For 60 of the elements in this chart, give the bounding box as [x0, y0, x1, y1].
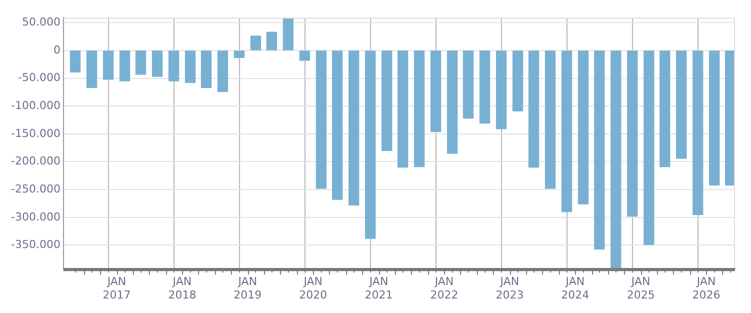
bar	[430, 50, 442, 132]
x-tick-label: JAN 2023	[496, 275, 524, 302]
bar	[709, 50, 720, 186]
x-tick-label: JAN 2018	[168, 275, 196, 302]
bar	[102, 50, 114, 80]
bar	[414, 50, 425, 168]
x-tick-label: JAN 2020	[299, 275, 328, 302]
bar	[627, 50, 638, 217]
x-tick-label: JAN 2022	[430, 275, 458, 302]
bar	[692, 50, 704, 215]
bar	[168, 50, 180, 82]
bar	[152, 50, 163, 77]
bar	[200, 50, 212, 88]
bar	[578, 50, 589, 204]
bar	[135, 50, 146, 75]
y-tick-label: 50.000	[22, 15, 60, 28]
y-tick-label: -250.000	[10, 182, 60, 196]
x-tick-label: JAN 2026	[692, 275, 720, 302]
bar	[217, 50, 228, 92]
bar	[382, 50, 392, 151]
x-tick-label: JAN 2019	[234, 275, 262, 302]
x-tick-label: JAN 2024	[561, 275, 590, 302]
bar	[332, 50, 343, 200]
bar	[512, 50, 524, 112]
bar	[86, 50, 98, 88]
bar	[544, 50, 556, 189]
bar	[528, 50, 540, 168]
bar	[184, 50, 196, 84]
bar	[365, 50, 376, 239]
bar	[234, 50, 245, 58]
x-tick-label: JAN 2017	[102, 275, 131, 302]
bar	[660, 50, 670, 168]
bar	[316, 50, 327, 189]
y-tick-label: -200.000	[10, 154, 60, 168]
y-tick-label: 0	[53, 43, 60, 56]
y-tick-label: -150.000	[10, 126, 60, 140]
bar	[610, 50, 622, 269]
bar	[446, 50, 458, 154]
bar	[725, 50, 735, 186]
bar	[266, 32, 278, 50]
bar	[397, 50, 408, 168]
bar	[348, 50, 360, 206]
y-tick-label: -50.000	[18, 71, 60, 84]
y-tick-label: -100.000	[10, 98, 60, 112]
y-tick-label: -300.000	[10, 210, 60, 224]
bar	[282, 18, 294, 50]
bar	[462, 50, 474, 119]
bar	[119, 50, 130, 82]
bar	[644, 50, 654, 245]
bar	[561, 50, 572, 212]
bar	[299, 50, 310, 61]
bar	[594, 50, 605, 250]
bar	[676, 50, 687, 159]
x-tick-label: JAN 2025	[626, 275, 655, 302]
bar	[70, 50, 81, 72]
bar	[479, 50, 490, 124]
bar	[496, 50, 507, 130]
y-tick-label: -350.000	[10, 238, 60, 252]
x-tick-label: JAN 2021	[364, 275, 393, 302]
bar	[250, 36, 262, 50]
